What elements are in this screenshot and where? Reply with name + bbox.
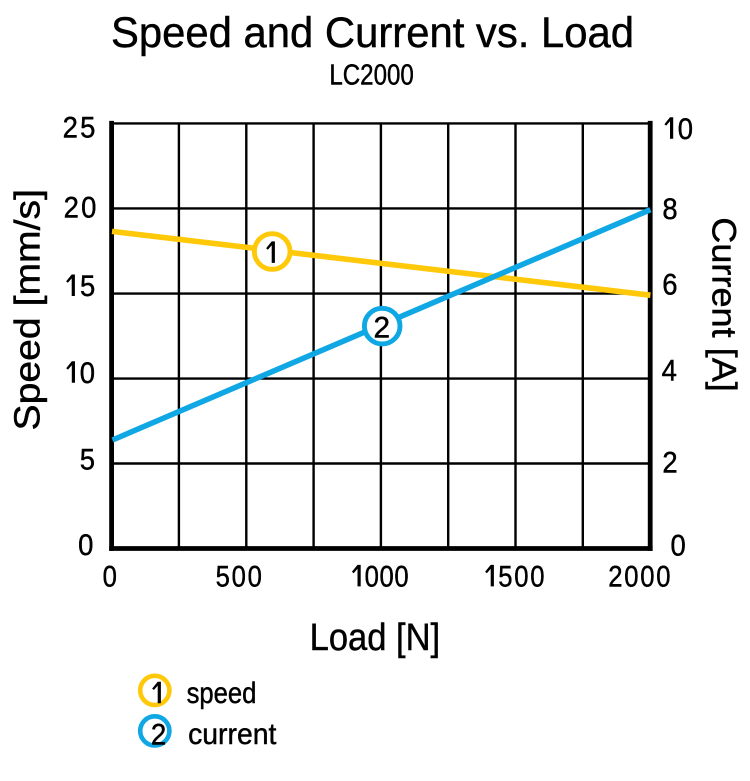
svg-text:5: 5	[216, 560, 230, 593]
svg-text:current: current	[188, 718, 276, 751]
svg-text:0: 0	[394, 560, 408, 593]
svg-text:5: 5	[80, 112, 95, 145]
svg-text:0: 0	[103, 560, 117, 593]
svg-text:speed: speed	[187, 677, 257, 710]
svg-text:Load [N]: Load [N]	[310, 616, 441, 659]
svg-text:0: 0	[248, 560, 262, 593]
svg-text:0: 0	[656, 560, 670, 593]
svg-text:0: 0	[365, 560, 379, 593]
svg-text:0: 0	[78, 529, 93, 562]
svg-text:Speed and Current vs. Load: Speed and Current vs. Load	[111, 9, 634, 57]
svg-text:0: 0	[514, 560, 528, 593]
svg-text:0: 0	[379, 560, 393, 593]
svg-text:8: 8	[662, 193, 677, 226]
svg-text:0: 0	[670, 530, 685, 563]
svg-text:0: 0	[80, 357, 95, 390]
svg-text:4: 4	[662, 355, 677, 388]
svg-text:0: 0	[640, 560, 654, 593]
svg-text:2: 2	[662, 447, 677, 480]
svg-text:5: 5	[498, 560, 512, 593]
svg-text:LC2000: LC2000	[329, 60, 414, 92]
svg-text:0: 0	[678, 113, 693, 146]
svg-text:2: 2	[151, 718, 166, 751]
svg-text:5: 5	[80, 444, 95, 477]
svg-text:5: 5	[80, 270, 95, 303]
svg-text:2: 2	[374, 312, 391, 345]
svg-text:Current [A]: Current [A]	[704, 217, 742, 391]
svg-text:Speed [mm/s]: Speed [mm/s]	[6, 189, 47, 431]
svg-text:2: 2	[608, 560, 622, 593]
svg-text:0: 0	[624, 560, 638, 593]
svg-text:0: 0	[81, 192, 96, 225]
svg-text:0: 0	[530, 560, 544, 593]
svg-text:0: 0	[232, 560, 246, 593]
svg-text:2: 2	[64, 192, 79, 225]
svg-text:2: 2	[63, 112, 78, 145]
svg-text:6: 6	[662, 269, 677, 302]
